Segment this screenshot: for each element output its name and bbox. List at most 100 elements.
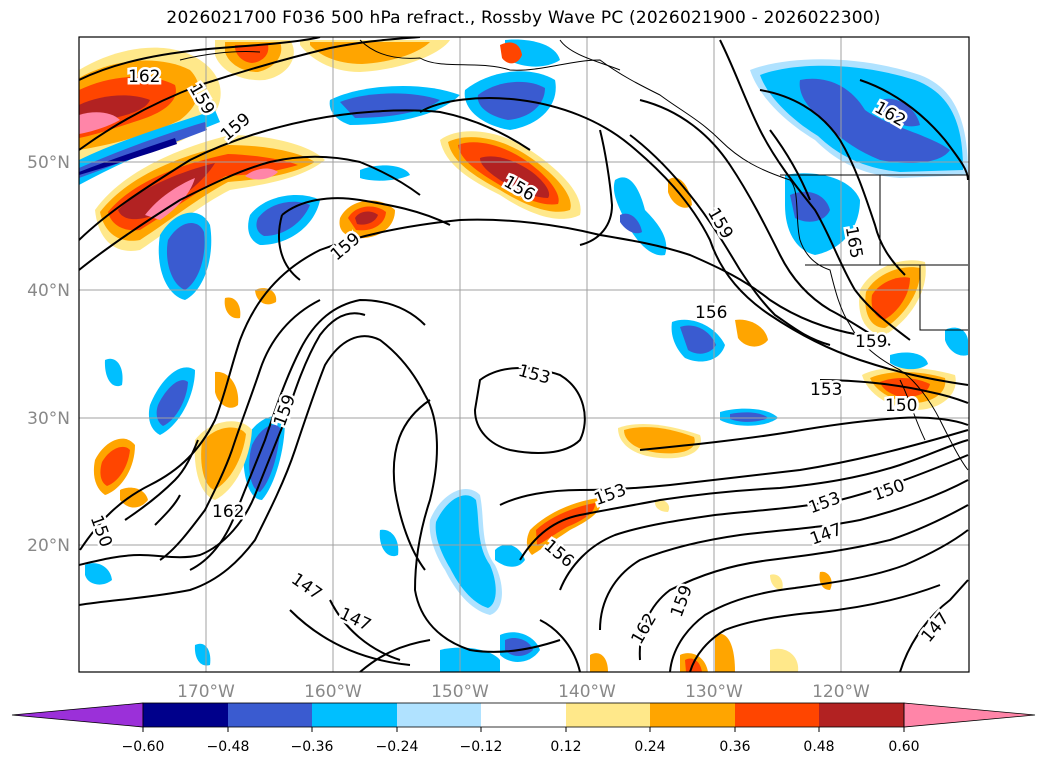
contour-line	[278, 214, 301, 281]
negative-anomaly-region	[880, 98, 920, 127]
negative-anomaly-region	[435, 495, 496, 608]
lat-label-40n: 40°N	[27, 281, 70, 301]
contour-line	[519, 439, 969, 561]
colorbar-tick-label: 0.36	[719, 739, 750, 755]
lon-label-140w: 140°W	[558, 682, 616, 702]
contour-line	[289, 609, 411, 666]
negative-anomaly-region	[104, 358, 123, 387]
contour-label: 159	[270, 392, 300, 429]
contour-line	[473, 367, 586, 454]
contour-line	[639, 416, 969, 451]
negative-anomaly-region	[945, 327, 968, 356]
lat-label-20n: 20°N	[27, 536, 70, 556]
negative-anomaly-region	[440, 647, 500, 672]
contour-line	[689, 584, 941, 672]
positive-anomaly-region	[194, 643, 211, 666]
positive-anomaly-region	[668, 177, 692, 208]
contour-line	[79, 109, 531, 241]
contour-label: 159	[855, 332, 887, 352]
contour-label: 147	[918, 609, 954, 647]
positive-anomaly-region	[215, 371, 239, 408]
contour-label: 165	[841, 225, 866, 260]
colorbar-tick-label: −0.48	[207, 739, 250, 755]
positive-anomaly-region	[819, 571, 832, 590]
negative-anomaly-region	[166, 222, 205, 290]
contour-line	[413, 394, 561, 653]
contour-line	[79, 37, 321, 81]
negative-anomaly-region	[613, 177, 667, 256]
contour-line	[79, 335, 426, 606]
contour-label: 147	[336, 604, 374, 636]
colorbar-bin	[481, 703, 566, 727]
positive-anomaly-region	[735, 319, 768, 347]
lon-label-120w: 120°W	[812, 682, 870, 702]
contour-label: 153	[810, 380, 842, 400]
colorbar-frame	[142, 702, 905, 728]
negative-anomaly-region	[620, 213, 642, 234]
contour-line	[159, 299, 321, 561]
positive-anomaly-region	[590, 653, 608, 672]
positive-anomaly-region	[480, 156, 550, 198]
contour-label: 150	[86, 513, 116, 550]
height-contours	[79, 37, 969, 672]
positive-anomaly-region	[120, 487, 148, 508]
negative-anomaly-region	[890, 352, 928, 370]
contour-line	[124, 439, 199, 521]
colorbar-extend-low	[11, 702, 144, 728]
colorbar-extend-high	[903, 702, 1036, 728]
contour-label: 153	[516, 361, 553, 389]
contour-line	[189, 298, 426, 571]
contour-line	[79, 218, 861, 551]
contour-line	[669, 529, 969, 672]
positive-anomaly-region	[355, 211, 378, 225]
negative-anomaly-region	[680, 325, 716, 354]
contour-label: 150	[870, 476, 907, 506]
contour-line	[899, 579, 969, 672]
contour-line	[769, 129, 811, 201]
contour-line	[79, 37, 421, 151]
colorbar-tick-label: −0.12	[460, 739, 503, 755]
colorbar-bin	[566, 703, 650, 727]
negative-anomaly-region	[156, 380, 188, 426]
contour-line	[392, 399, 431, 571]
shaded-anomaly-field	[79, 39, 968, 672]
colorbar-bin	[650, 703, 735, 727]
colorbar-bin	[735, 703, 819, 727]
colorbar-bin	[819, 703, 904, 727]
contour-line	[539, 619, 581, 672]
contour-line	[599, 479, 969, 631]
contour-label: 162	[628, 610, 662, 648]
contour-line	[579, 129, 614, 246]
positive-anomaly-region	[500, 42, 522, 64]
lon-label-150w: 150°W	[431, 682, 489, 702]
contour-line	[819, 379, 969, 404]
colorbar-tick-label: −0.60	[122, 739, 165, 755]
contour-line	[79, 312, 366, 566]
contour-label: 153	[592, 480, 629, 510]
contour-line	[419, 97, 969, 386]
negative-anomaly-region	[79, 138, 177, 175]
colorbar-bin	[228, 703, 312, 727]
contour-label: 156	[695, 303, 727, 323]
negative-anomaly-region	[799, 78, 950, 163]
positive-anomaly-region	[654, 499, 670, 512]
positive-anomaly-region	[871, 277, 910, 320]
lon-label-160w: 160°W	[304, 682, 362, 702]
negative-anomaly-region	[249, 424, 280, 492]
colorbar-tick-label: 0.12	[550, 739, 581, 755]
contour-line	[359, 639, 431, 672]
negative-anomaly-region	[730, 412, 768, 422]
positive-anomaly-region	[715, 633, 735, 672]
map-title: 2026021700 F036 500 hPa refract., Rossby…	[166, 8, 881, 28]
negative-anomaly-region	[379, 529, 399, 557]
positive-anomaly-region	[235, 45, 269, 63]
colorbar-bin	[397, 703, 481, 727]
coastline	[179, 39, 969, 471]
contour-label: 153	[806, 488, 843, 518]
longitude-labels: 170°W 160°W 150°W 140°W 130°W 120°W	[177, 682, 870, 702]
colorbar-bin	[312, 703, 397, 727]
positive-anomaly-region	[201, 427, 246, 490]
contour-line	[559, 454, 969, 591]
colorbar-tick-label: −0.24	[376, 739, 419, 755]
